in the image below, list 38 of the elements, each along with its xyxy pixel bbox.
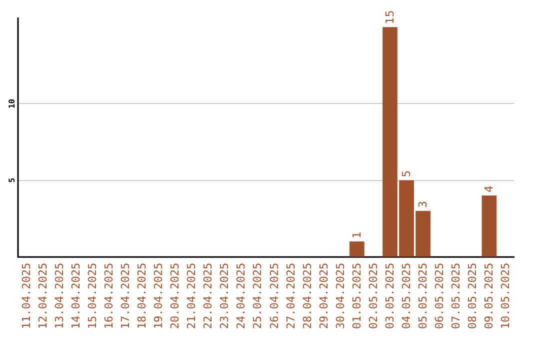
x-tick-label: 18.04.2025 (136, 262, 148, 330)
x-tick-label: 21.04.2025 (185, 262, 198, 330)
x-tick-label: 27.04.2025 (284, 262, 298, 330)
x-tick-label: 05.05.2025 (416, 262, 430, 330)
x-tick-label: 19.04.2025 (152, 262, 166, 330)
data-label: 3 (416, 200, 430, 208)
x-tick-label: 04.05.2025 (400, 262, 414, 330)
data-label: 1 (350, 231, 364, 238)
data-label: 5 (400, 170, 414, 178)
x-tick-label: 03.05.2025 (384, 262, 396, 330)
x-tick-label: 26.04.2025 (268, 262, 281, 330)
x-tick-label: 12.04.2025 (36, 262, 50, 330)
data-label: 4 (482, 186, 496, 193)
bar (482, 196, 497, 257)
x-tick-label: 28.04.2025 (300, 262, 314, 330)
y-tick-label: 10 (8, 98, 16, 109)
x-tick-label: 24.04.2025 (234, 262, 248, 330)
x-tick-label: 13.04.2025 (52, 262, 66, 330)
x-tick-label: 01.05.2025 (350, 262, 364, 330)
x-tick-label: 29.04.2025 (317, 262, 330, 330)
x-tick-label: 22.04.2025 (202, 262, 215, 330)
x-tick-label: 06.05.2025 (433, 262, 446, 330)
x-tick-label: 08.05.2025 (466, 262, 480, 330)
x-tick-label: 02.05.2025 (366, 262, 380, 330)
bar (349, 241, 364, 257)
x-tick-label: 16.04.2025 (102, 262, 116, 330)
data-label: 15 (384, 10, 396, 24)
x-tick-label: 25.04.2025 (251, 262, 264, 330)
x-tick-label: 23.04.2025 (218, 262, 232, 330)
x-tick-label: 07.05.2025 (450, 262, 463, 330)
x-tick-label: 09.05.2025 (482, 262, 496, 330)
x-tick-label: 10.05.2025 (499, 262, 512, 330)
x-tick-label: 20.04.2025 (168, 262, 182, 330)
x-tick-label: 30.04.2025 (334, 262, 347, 330)
x-tick-label: 15.04.2025 (86, 262, 99, 330)
x-tick-label: 11.04.2025 (20, 262, 33, 330)
x-tick-label: 17.04.2025 (118, 262, 132, 330)
x-tick-label: 14.04.2025 (69, 262, 82, 330)
